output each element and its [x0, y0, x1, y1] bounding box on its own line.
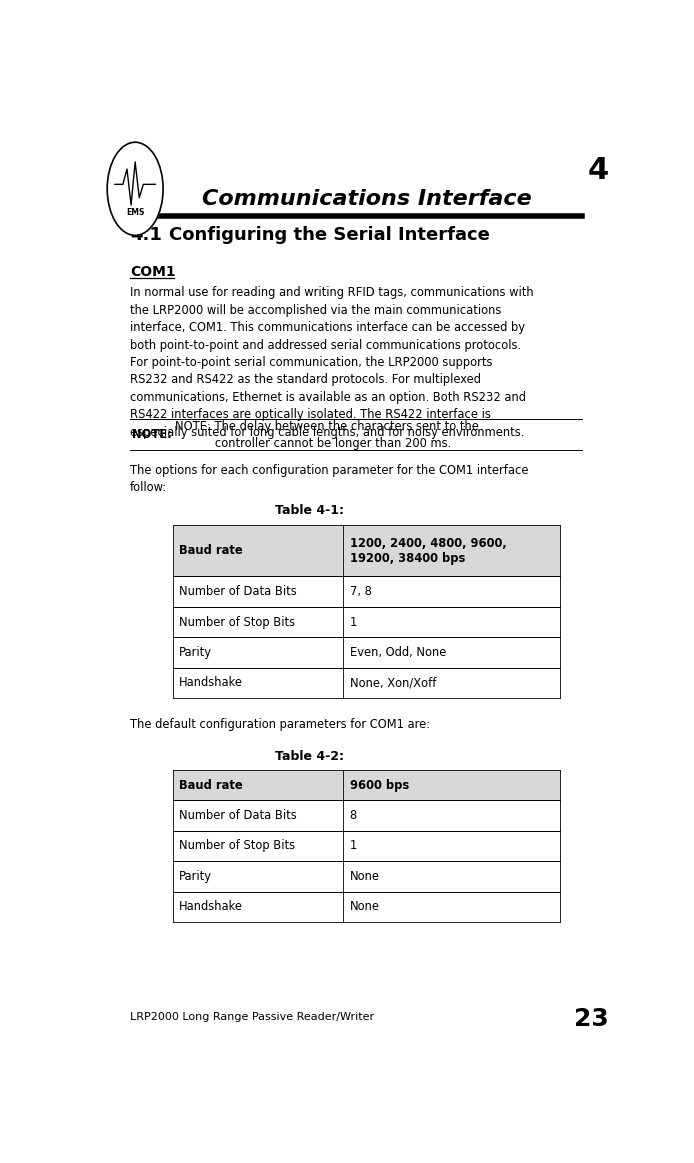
Text: The options for each configuration parameter for the COM1 interface
follow:: The options for each configuration param…	[130, 464, 528, 494]
Text: 4: 4	[587, 156, 609, 185]
Text: None, Xon/Xoff: None, Xon/Xoff	[350, 677, 436, 690]
Bar	[173, 668, 560, 698]
Text: Table 4-2:: Table 4-2:	[275, 750, 344, 763]
Text: NOTE: The delay between the characters sent to the
           controller cannot : NOTE: The delay between the characters s…	[176, 420, 480, 450]
Bar	[173, 607, 560, 637]
Bar	[173, 577, 560, 607]
Text: 8: 8	[350, 809, 357, 822]
Text: Number of Data Bits: Number of Data Bits	[179, 809, 297, 822]
Bar	[173, 892, 560, 922]
Text: The default configuration parameters for COM1 are:: The default configuration parameters for…	[130, 718, 430, 730]
Text: 4.1: 4.1	[130, 227, 162, 244]
Bar	[173, 770, 560, 800]
Text: Even, Odd, None: Even, Odd, None	[350, 645, 446, 659]
Bar	[173, 637, 560, 668]
Text: 23: 23	[574, 1007, 609, 1030]
Text: Number of Data Bits: Number of Data Bits	[179, 585, 297, 598]
Text: Baud rate: Baud rate	[179, 778, 243, 792]
Text: Parity: Parity	[179, 870, 212, 883]
Text: Handshake: Handshake	[179, 900, 244, 913]
Text: EMS: EMS	[126, 208, 144, 216]
Text: None: None	[350, 900, 380, 913]
Text: 1200, 2400, 4800, 9600,
19200, 38400 bps: 1200, 2400, 4800, 9600, 19200, 38400 bps	[350, 536, 507, 564]
Text: Parity: Parity	[179, 645, 212, 659]
Text: Handshake: Handshake	[179, 677, 244, 690]
Text: Number of Stop Bits: Number of Stop Bits	[179, 840, 296, 852]
Bar	[173, 861, 560, 892]
Bar	[173, 830, 560, 861]
Text: Table 4-1:: Table 4-1:	[275, 504, 344, 516]
Text: 1: 1	[350, 615, 357, 628]
Circle shape	[107, 142, 163, 235]
Text: 1: 1	[350, 840, 357, 852]
Bar	[173, 800, 560, 830]
Text: Communications Interface: Communications Interface	[201, 188, 532, 208]
Text: 7, 8: 7, 8	[350, 585, 371, 598]
Text: COM1: COM1	[130, 265, 176, 279]
Text: In normal use for reading and writing RFID tags, communications with
the LRP2000: In normal use for reading and writing RF…	[130, 286, 534, 438]
Text: Configuring the Serial Interface: Configuring the Serial Interface	[169, 227, 490, 244]
Text: None: None	[350, 870, 380, 883]
Text: 9600 bps: 9600 bps	[350, 778, 409, 792]
Text: Baud rate: Baud rate	[179, 544, 243, 557]
Bar	[173, 525, 560, 577]
Text: NOTE:: NOTE:	[133, 428, 172, 441]
Text: LRP2000 Long Range Passive Reader/Writer: LRP2000 Long Range Passive Reader/Writer	[130, 1012, 374, 1022]
Text: Number of Stop Bits: Number of Stop Bits	[179, 615, 296, 628]
